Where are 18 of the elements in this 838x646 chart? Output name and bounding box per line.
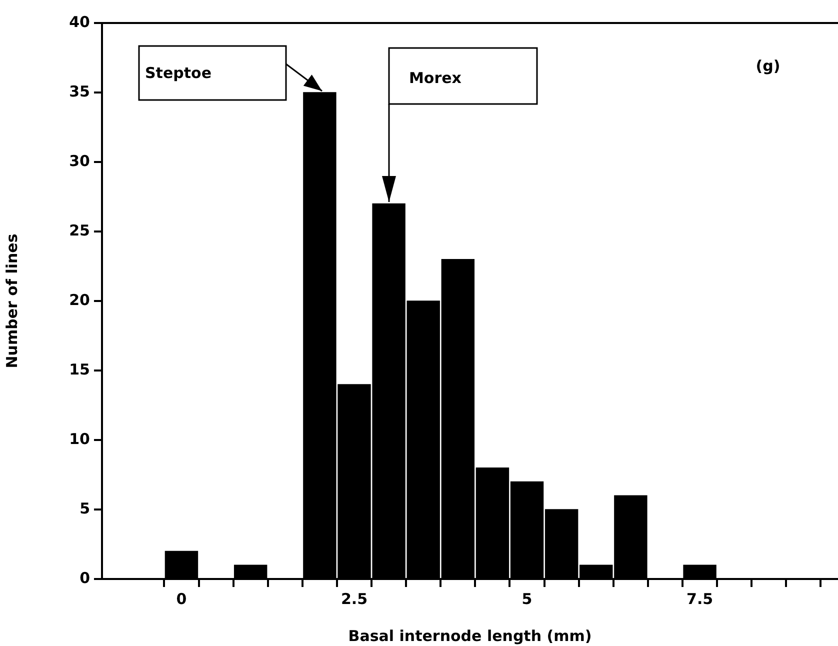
x-tick-label: 0 (176, 590, 187, 608)
x-tick-label: 2.5 (340, 590, 368, 608)
y-tick-label: 5 (80, 499, 90, 518)
annotation: Steptoe (145, 64, 212, 82)
y-tick-label: 40 (69, 12, 90, 31)
y-axis-title: Number of lines (2, 234, 21, 368)
y-tick-label: 30 (69, 152, 90, 170)
y-tick-label: 10 (69, 430, 90, 448)
y-tick-label: 25 (69, 221, 90, 240)
y-tick-label: 15 (69, 360, 90, 378)
y-tick-label: 35 (69, 82, 90, 100)
x-tick-label: 7.5 (686, 590, 714, 608)
x-tick-label: 5 (522, 590, 532, 608)
y-tick-label: 20 (69, 290, 90, 309)
annotation: (g) (756, 56, 780, 75)
x-axis-title: Basal internode length (mm) (348, 626, 592, 645)
y-tick-label: 0 (80, 568, 90, 587)
annotation: Morex (409, 68, 462, 87)
